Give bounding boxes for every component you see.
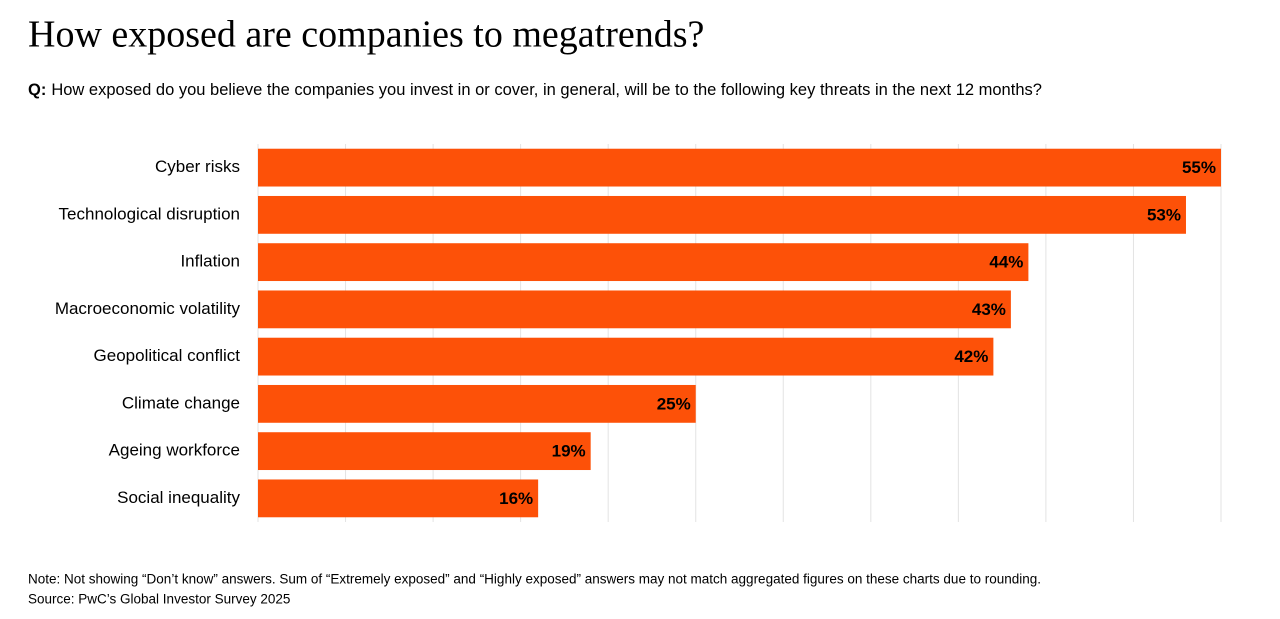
- bar: [258, 337, 994, 376]
- bar: [258, 243, 1029, 282]
- chart-title: How exposed are companies to megatrends?: [28, 14, 704, 56]
- category-label: Ageing workforce: [109, 441, 240, 460]
- value-label: 25%: [657, 394, 691, 413]
- bar: [258, 479, 539, 518]
- category-label: Technological disruption: [59, 204, 240, 223]
- value-label: 53%: [1147, 205, 1181, 224]
- category-label: Macroeconomic volatility: [55, 299, 241, 318]
- subtitle: Q: How exposed do you believe the compani…: [28, 81, 1042, 99]
- category-label: Social inequality: [117, 488, 240, 507]
- bar: [258, 384, 696, 423]
- value-label: 43%: [972, 300, 1006, 319]
- bar: [258, 290, 1011, 329]
- category-label: Climate change: [122, 393, 240, 412]
- source: Source: PwC’s Global Investor Survey 202…: [28, 592, 290, 607]
- bars: Cyber risks 55% Technological disruption 53…: [55, 148, 1221, 518]
- note: Note: Not showing “Don’t know” answers. …: [28, 572, 1041, 587]
- value-label: 42%: [954, 347, 988, 366]
- category-label: Inflation: [180, 252, 240, 271]
- question-label: Q:: [28, 81, 46, 99]
- bar: [258, 195, 1186, 234]
- bar: [258, 148, 1221, 187]
- category-label: Geopolitical conflict: [94, 346, 241, 365]
- subtitle-text: How exposed do you believe the companies…: [51, 81, 1042, 99]
- category-label: Cyber risks: [155, 157, 240, 176]
- value-label: 55%: [1182, 158, 1216, 177]
- value-label: 44%: [989, 253, 1023, 272]
- bar: [258, 432, 591, 471]
- value-label: 16%: [499, 489, 533, 508]
- value-label: 19%: [552, 442, 586, 461]
